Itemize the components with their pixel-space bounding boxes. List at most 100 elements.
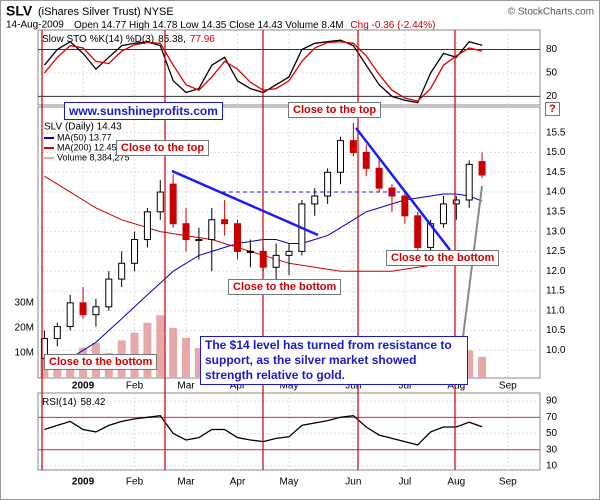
candle-body	[208, 219, 216, 241]
x-tick-label: Mar	[177, 477, 195, 488]
x-tick-label: Feb	[126, 381, 144, 392]
candle-body	[272, 254, 280, 268]
candle-body	[143, 211, 151, 241]
y-tick-label: 13.0	[546, 226, 566, 237]
volume-bar	[169, 327, 178, 378]
candle-body	[53, 326, 61, 339]
plots: 20 50 80 Slow STO %K(14) %D(3) 85.38, 77.96 10…	[15, 29, 566, 488]
candle-body	[234, 223, 242, 252]
y-tick-label: 11.0	[546, 305, 565, 316]
x-tick-label: Jul	[398, 381, 411, 392]
candle-body	[285, 250, 293, 256]
y-tick-label: 14.5	[546, 167, 566, 178]
y-tick-label: 15.5	[546, 127, 566, 138]
y-tick-label: 70	[546, 412, 558, 423]
candle-body	[169, 183, 177, 225]
candle-body	[79, 302, 87, 316]
y-tick-label: 13.5	[546, 206, 566, 217]
bottom-label: Close to the bottom	[386, 250, 500, 266]
candle-body	[465, 163, 473, 201]
symbol: SLV	[6, 3, 33, 19]
y-tick-label: 50	[546, 68, 558, 79]
website: www.sunshineprofits.com	[64, 102, 223, 120]
candle-body	[362, 151, 370, 169]
x-tick-label: Jun	[345, 477, 361, 488]
legend-entry: MA(50) 13.77	[57, 132, 112, 142]
quote: Open 14.77 High 14.78 Low 14.35 Close 14…	[74, 20, 435, 31]
y-tick-label: 14.0	[546, 187, 566, 198]
x-tick-label: Aug	[447, 477, 465, 488]
candle-body	[131, 239, 139, 264]
y-tick-label: 11.5	[546, 286, 565, 297]
candle-body	[439, 203, 447, 225]
bottom-label: Close to the bottom	[228, 279, 342, 295]
volume-bar	[182, 337, 191, 378]
candle-body	[118, 262, 126, 280]
x-tick-label: Sep	[499, 477, 517, 488]
panel-title-text: RSI(14)	[42, 397, 76, 408]
candle-body	[375, 167, 383, 189]
panel-title: RSI(14) 58.42	[42, 397, 106, 408]
panel-title: Slow STO %K(14) %D(3) 85.38, 77.96	[42, 34, 215, 45]
panel-value: 58.42	[80, 397, 105, 408]
candle-body	[324, 171, 332, 197]
y-tick-label: 12.0	[546, 266, 566, 277]
panel-value: 85.38,	[158, 34, 186, 45]
x-tick-label: Feb	[126, 477, 144, 488]
candle-body	[311, 195, 319, 205]
candle-body	[221, 219, 229, 225]
volume-bar	[156, 315, 165, 378]
x-tick-label: May	[280, 477, 299, 488]
quote-values: Open 14.77 High 14.78 Low 14.35 Close 14…	[74, 20, 344, 31]
change: Chg -0.36 (-2.44%)	[350, 20, 435, 31]
security-name: (iShares Silver Trust) NYSE	[38, 6, 174, 18]
x-tick-label: 2009	[72, 477, 95, 488]
x-tick-label: Apr	[230, 381, 246, 392]
x-tick-label: Jun	[345, 381, 361, 392]
y-tick-label: 20	[546, 91, 558, 102]
y-tick-label: 90	[546, 396, 558, 407]
trend-lines	[171, 127, 451, 251]
candle-body	[478, 161, 486, 176]
candle-body	[105, 278, 113, 308]
x-tick-label: Apr	[230, 477, 246, 488]
candle-body	[414, 215, 422, 248]
panel-title-text: Slow STO %K(14) %D(3)	[42, 34, 154, 45]
x-tick-label: Sep	[499, 381, 517, 392]
volume-bar	[465, 350, 474, 378]
volume-bar	[143, 322, 152, 378]
candle-body	[246, 250, 254, 253]
volume-tick-label: 10M	[15, 348, 34, 359]
candle-body	[349, 140, 357, 153]
y-tick-label: 80	[546, 44, 558, 55]
y-tick-label: 10	[546, 461, 558, 472]
trend-line	[171, 169, 319, 237]
x-tick-label: 2009	[72, 381, 95, 392]
y-tick-label: 30	[546, 444, 558, 455]
volume-tick-label: 20M	[15, 322, 34, 333]
legend-entry: MA(200) 12.45	[57, 142, 117, 152]
y-tick-label: 10.5	[546, 325, 566, 336]
legend-entry: Volume 8,384,275	[57, 152, 130, 162]
trend-line	[355, 127, 451, 251]
x-tick-label: May	[280, 381, 299, 392]
volume-bar	[53, 362, 62, 378]
date: 14-Aug-2009	[6, 20, 64, 31]
candle-body	[452, 199, 460, 205]
y-tick-label: 50	[546, 428, 558, 439]
legend-title: SLV (Daily) 14.43	[44, 122, 122, 133]
top-label: Close to the top	[288, 102, 382, 118]
candle-body	[66, 302, 74, 328]
candle-body	[401, 195, 409, 217]
y-tick-label: 12.5	[546, 246, 566, 257]
candle-body	[336, 140, 344, 173]
help[interactable]: ?	[545, 102, 560, 116]
y-tick-label: 15.0	[546, 147, 566, 158]
x-tick-label: Jul	[398, 477, 411, 488]
volume-tick-label: 30M	[15, 297, 34, 308]
candle-body	[195, 239, 203, 242]
candle-body	[92, 306, 100, 316]
x-tick-label: Mar	[177, 381, 195, 392]
